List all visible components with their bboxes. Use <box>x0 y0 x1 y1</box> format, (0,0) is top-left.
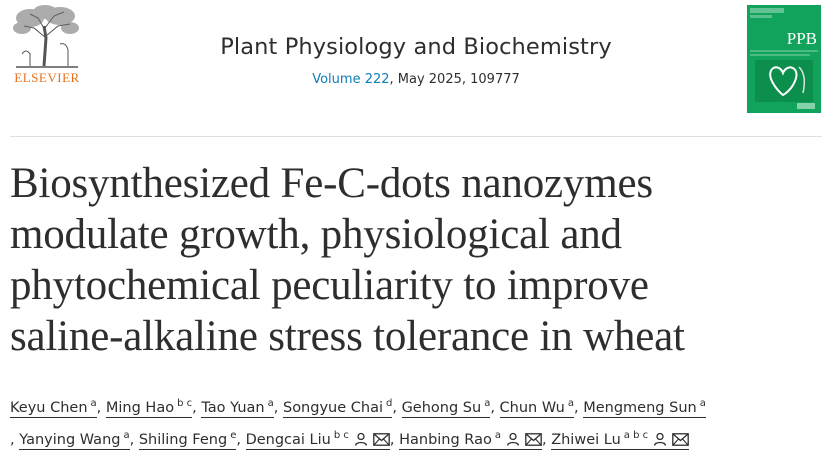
affiliation-marker: e <box>230 430 237 441</box>
author-link[interactable]: Keyu Chen a <box>10 398 97 418</box>
author-link[interactable]: Mengmeng Sun a <box>583 398 706 418</box>
author-separator: , <box>10 432 15 448</box>
publisher-name: ELSEVIER <box>14 70 80 85</box>
journal-cover[interactable]: PPB <box>747 5 821 113</box>
author-link[interactable]: Chun Wu a <box>499 398 575 418</box>
journal-title-link[interactable]: Plant Physiology and Biochemistry <box>220 34 612 60</box>
author-separator: , <box>490 400 495 416</box>
elsevier-tree-logo <box>13 5 79 68</box>
author-link[interactable]: Dengcai Liu b c <box>245 430 390 450</box>
cover-art <box>750 8 818 109</box>
author-name: Tao Yuan <box>201 400 265 416</box>
author-entry: Zhiwei Lu a b c <box>551 430 690 450</box>
cover-title: PPB <box>786 29 817 48</box>
affiliation-marker: a b c <box>623 430 649 441</box>
person-icon <box>506 428 520 451</box>
author-entry: Keyu Chen a, <box>10 398 106 418</box>
author-link[interactable]: Gehong Su a <box>401 398 491 418</box>
author-separator: , <box>192 400 197 416</box>
title-line: modulate growth, physiological and <box>10 211 622 258</box>
author-link[interactable]: Songyue Chai d <box>282 398 393 418</box>
journal-meta: Volume 222, May 2025, 109777 <box>100 72 732 87</box>
title-line: phytochemical peculiarity to improve <box>10 262 649 309</box>
header-divider <box>10 136 822 137</box>
elsevier-logo[interactable] <box>8 4 86 90</box>
affiliation-marker: b c <box>177 398 193 409</box>
author-link[interactable]: Ming Hao b c <box>105 398 193 418</box>
author-link[interactable]: Shiling Feng e <box>138 430 237 450</box>
author-separator: , <box>541 432 547 448</box>
author-link[interactable]: Tao Yuan a <box>201 398 274 418</box>
author-separator: , <box>129 432 135 448</box>
author-name: Yanying Wang <box>19 432 121 448</box>
person-icon <box>354 428 368 451</box>
affiliation-marker: a <box>494 430 501 441</box>
author-entry: Yanying Wang a, <box>19 430 139 450</box>
author-separator: , <box>389 432 395 448</box>
author-entry: Songyue Chai d, <box>282 398 402 418</box>
author-entry: Hanbing Rao a, <box>399 430 551 450</box>
article-title: Biosynthesized Fe-C-dots nanozymes modul… <box>10 158 810 362</box>
author-separator: , <box>392 400 397 416</box>
author-name: Ming Hao <box>105 400 175 416</box>
author-entry: Dengcai Liu b c, <box>245 430 400 450</box>
affiliation-marker: a <box>484 398 491 409</box>
author-entry: Tao Yuan a, <box>201 398 283 418</box>
author-link[interactable]: Zhiwei Lu a b c <box>551 430 690 450</box>
author-separator: , <box>96 400 102 416</box>
author-entry: Ming Hao b c, <box>105 398 201 418</box>
issue-info: , May 2025, 109777 <box>389 72 520 87</box>
author-entry: Mengmeng Sun a <box>583 398 706 418</box>
author-entry: Chun Wu a, <box>499 398 584 418</box>
affiliation-marker: a <box>90 398 97 409</box>
author-name: Zhiwei Lu <box>551 432 621 448</box>
author-name: Hanbing Rao <box>399 432 492 448</box>
author-link[interactable]: Hanbing Rao a <box>399 430 542 450</box>
affiliation-marker: a <box>123 430 130 441</box>
journal-info: Plant Physiology and Biochemistry Volume… <box>100 34 732 87</box>
mail-icon <box>373 428 390 451</box>
author-name: Dengcai Liu <box>245 432 331 448</box>
mail-icon <box>525 428 542 451</box>
volume-link[interactable]: Volume 222 <box>312 72 390 87</box>
title-line: Biosynthesized Fe-C-dots nanozymes <box>10 160 653 207</box>
author-name: Mengmeng Sun <box>583 400 697 416</box>
affiliation-marker: d <box>385 398 393 409</box>
mail-icon <box>672 428 689 451</box>
affiliation-marker: a <box>567 398 575 409</box>
author-entry: Gehong Su a, <box>401 398 500 418</box>
affiliation-marker: a <box>699 398 706 409</box>
author-separator: , <box>273 400 279 416</box>
author-name: Keyu Chen <box>10 400 88 416</box>
author-name: Shiling Feng <box>138 432 228 448</box>
title-line: saline-alkaline stress tolerance in whea… <box>10 313 685 360</box>
author-separator: , <box>236 432 241 448</box>
affiliation-marker: a <box>267 398 274 409</box>
author-name: Chun Wu <box>499 400 565 416</box>
author-separator: , <box>574 400 579 416</box>
person-icon <box>653 428 667 451</box>
author-name: Songyue Chai <box>282 400 383 416</box>
author-link[interactable]: Yanying Wang a <box>19 430 130 450</box>
author-name: Gehong Su <box>401 400 482 416</box>
author-list: Keyu Chen a, Ming Hao b c, Tao Yuan a, Song… <box>10 390 825 451</box>
affiliation-marker: b c <box>333 430 349 441</box>
author-entry: Shiling Feng e, <box>138 430 246 450</box>
